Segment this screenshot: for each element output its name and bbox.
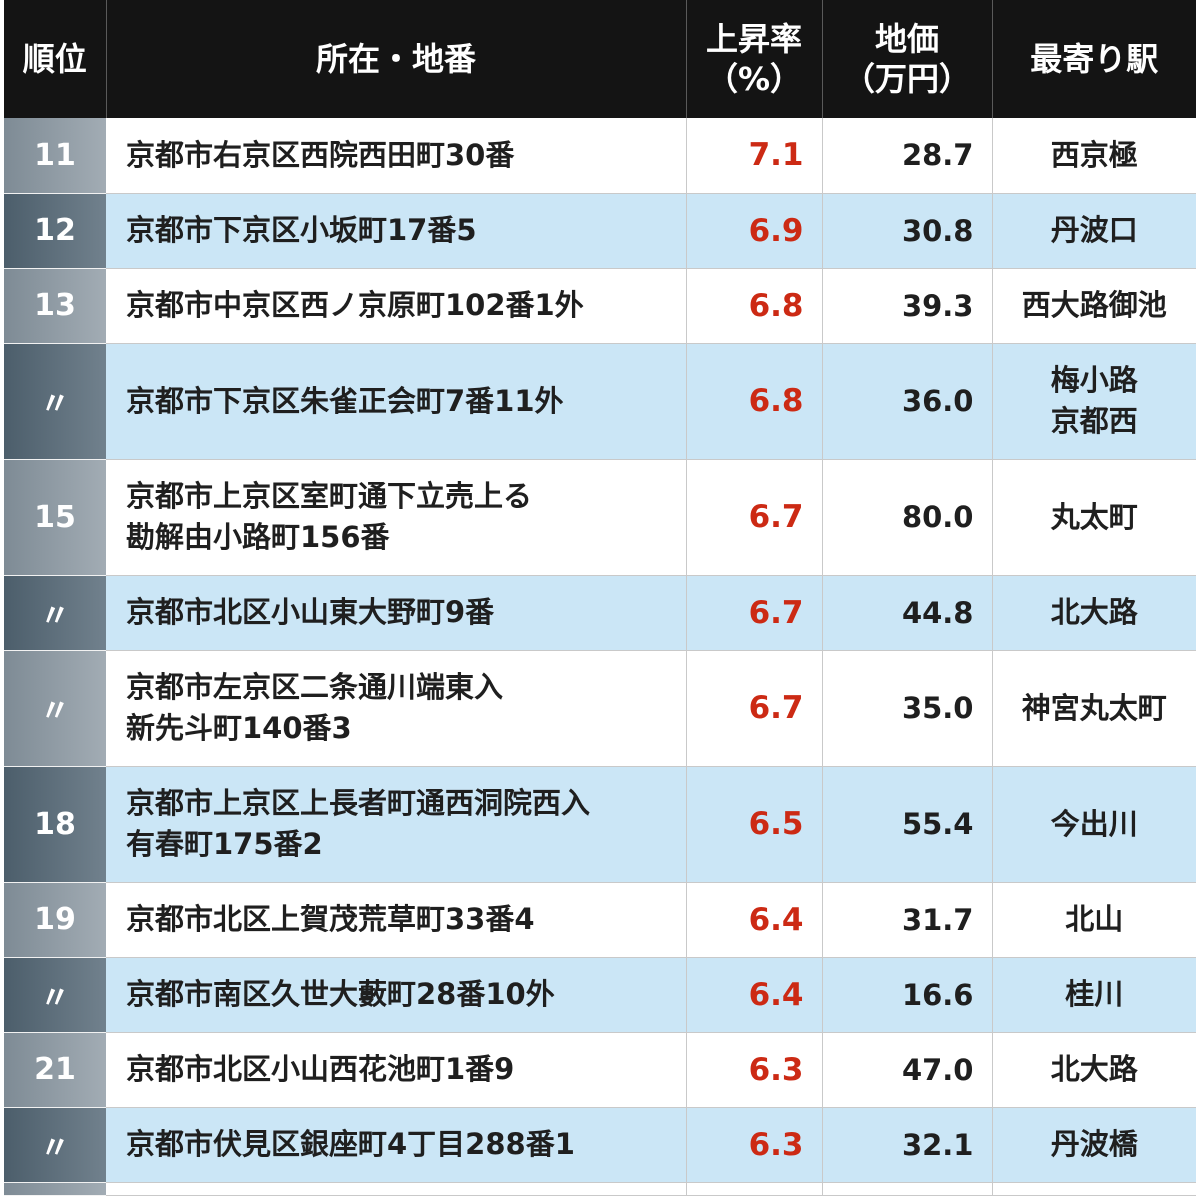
rate-cell: 6.5 [686,766,823,883]
partial-row-cell [686,1182,823,1196]
table-row: 15 京都市上京区室町通下立売上る 勘解由小路町156番 6.7 80.0 丸太町 [4,459,1196,576]
rank-cell: 21 [4,1032,106,1108]
rank-cell: 〃 [4,650,106,767]
header-rate: 上昇率 （%） [686,0,823,118]
rate-cell: 6.7 [686,650,823,767]
header-rank: 順位 [4,0,107,118]
partial-row-cell [106,1182,687,1196]
station-cell: 丹波橋 [992,1107,1196,1183]
rank-cell: 〃 [4,343,106,460]
price-cell: 44.8 [822,575,993,651]
partial-row-cell [992,1182,1196,1196]
station-cell: 北大路 [992,575,1196,651]
price-cell: 16.6 [822,957,993,1033]
rate-cell: 7.1 [686,118,823,194]
address-cell: 京都市北区小山西花池町1番9 [106,1032,687,1108]
address-cell: 京都市伏見区銀座町4丁目288番1 [106,1107,687,1183]
table-row: 〃京都市南区久世大藪町28番10外 6.4 16.6 桂川 [4,957,1196,1033]
price-cell: 55.4 [822,766,993,883]
price-cell: 80.0 [822,459,993,576]
rate-cell: 6.3 [686,1107,823,1183]
address-cell: 京都市南区久世大藪町28番10外 [106,957,687,1033]
address-cell: 京都市下京区小坂町17番5 [106,193,687,269]
price-cell: 39.3 [822,268,993,344]
address-cell: 京都市右京区西院西田町30番 [106,118,687,194]
land-price-table: 順位 所在・地番 上昇率 （%） 地価 （万円） 最寄り駅 11 京都市右京区西院西田… [4,0,1196,1196]
header-row: 順位 所在・地番 上昇率 （%） 地価 （万円） 最寄り駅 [4,0,1196,118]
address-cell: 京都市北区上賀茂荒草町33番4 [106,882,687,958]
table-row: 〃京都市北区小山東大野町9番 6.7 44.8 北大路 [4,575,1196,651]
station-cell: 梅小路 京都西 [992,343,1196,460]
price-cell: 31.7 [822,882,993,958]
station-cell: 桂川 [992,957,1196,1033]
header-address: 所在・地番 [106,0,687,118]
rate-cell: 6.4 [686,882,823,958]
rank-cell: 15 [4,459,106,576]
station-cell: 今出川 [992,766,1196,883]
table-header: 順位 所在・地番 上昇率 （%） 地価 （万円） 最寄り駅 [4,0,1196,118]
price-cell: 32.1 [822,1107,993,1183]
price-cell: 28.7 [822,118,993,194]
table-row: 19 京都市北区上賀茂荒草町33番4 6.4 31.7 北山 [4,882,1196,958]
partial-row [4,1182,1196,1196]
rank-cell: 〃 [4,575,106,651]
header-station: 最寄り駅 [992,0,1196,118]
table-row: 〃京都市伏見区銀座町4丁目288番1 6.3 32.1 丹波橋 [4,1107,1196,1183]
address-cell: 京都市左京区二条通川端東入 新先斗町140番3 [106,650,687,767]
rate-cell: 6.3 [686,1032,823,1108]
station-cell: 西京極 [992,118,1196,194]
table-row: 13 京都市中京区西ノ京原町102番1外 6.8 39.3 西大路御池 [4,268,1196,344]
address-cell: 京都市下京区朱雀正会町7番11外 [106,343,687,460]
rate-cell: 6.9 [686,193,823,269]
rank-cell: 18 [4,766,106,883]
table-row: 21 京都市北区小山西花池町1番9 6.3 47.0 北大路 [4,1032,1196,1108]
rank-cell: 13 [4,268,106,344]
rank-cell: 12 [4,193,106,269]
price-cell: 47.0 [822,1032,993,1108]
price-cell: 30.8 [822,193,993,269]
address-cell: 京都市上京区上長者町通西洞院西入 有春町175番2 [106,766,687,883]
table-body: 11 京都市右京区西院西田町30番 7.1 28.7 西京極 12 京都市下京区小坂町17番… [4,118,1196,1196]
rate-cell: 6.7 [686,459,823,576]
table-row: 18 京都市上京区上長者町通西洞院西入 有春町175番2 6.5 55.4 今出川 [4,766,1196,883]
station-cell: 北大路 [992,1032,1196,1108]
rank-cell: 〃 [4,1107,106,1183]
station-cell: 北山 [992,882,1196,958]
rate-cell: 6.7 [686,575,823,651]
station-cell: 丸太町 [992,459,1196,576]
rank-cell: 〃 [4,957,106,1033]
rank-cell: 11 [4,118,106,194]
table-row: 11 京都市右京区西院西田町30番 7.1 28.7 西京極 [4,118,1196,194]
table-row: 〃京都市下京区朱雀正会町7番11外 6.8 36.0 梅小路 京都西 [4,343,1196,460]
rate-cell: 6.4 [686,957,823,1033]
price-cell: 35.0 [822,650,993,767]
address-cell: 京都市中京区西ノ京原町102番1外 [106,268,687,344]
address-cell: 京都市北区小山東大野町9番 [106,575,687,651]
station-cell: 西大路御池 [992,268,1196,344]
table-row: 12 京都市下京区小坂町17番5 6.9 30.8 丹波口 [4,193,1196,269]
table-row: 〃京都市左京区二条通川端東入 新先斗町140番3 6.7 35.0 神宮丸太町 [4,650,1196,767]
rank-cell: 19 [4,882,106,958]
partial-row-cell [4,1182,106,1196]
station-cell: 丹波口 [992,193,1196,269]
station-cell: 神宮丸太町 [992,650,1196,767]
price-cell: 36.0 [822,343,993,460]
rate-cell: 6.8 [686,268,823,344]
rate-cell: 6.8 [686,343,823,460]
header-price: 地価 （万円） [822,0,993,118]
partial-row-cell [822,1182,993,1196]
address-cell: 京都市上京区室町通下立売上る 勘解由小路町156番 [106,459,687,576]
